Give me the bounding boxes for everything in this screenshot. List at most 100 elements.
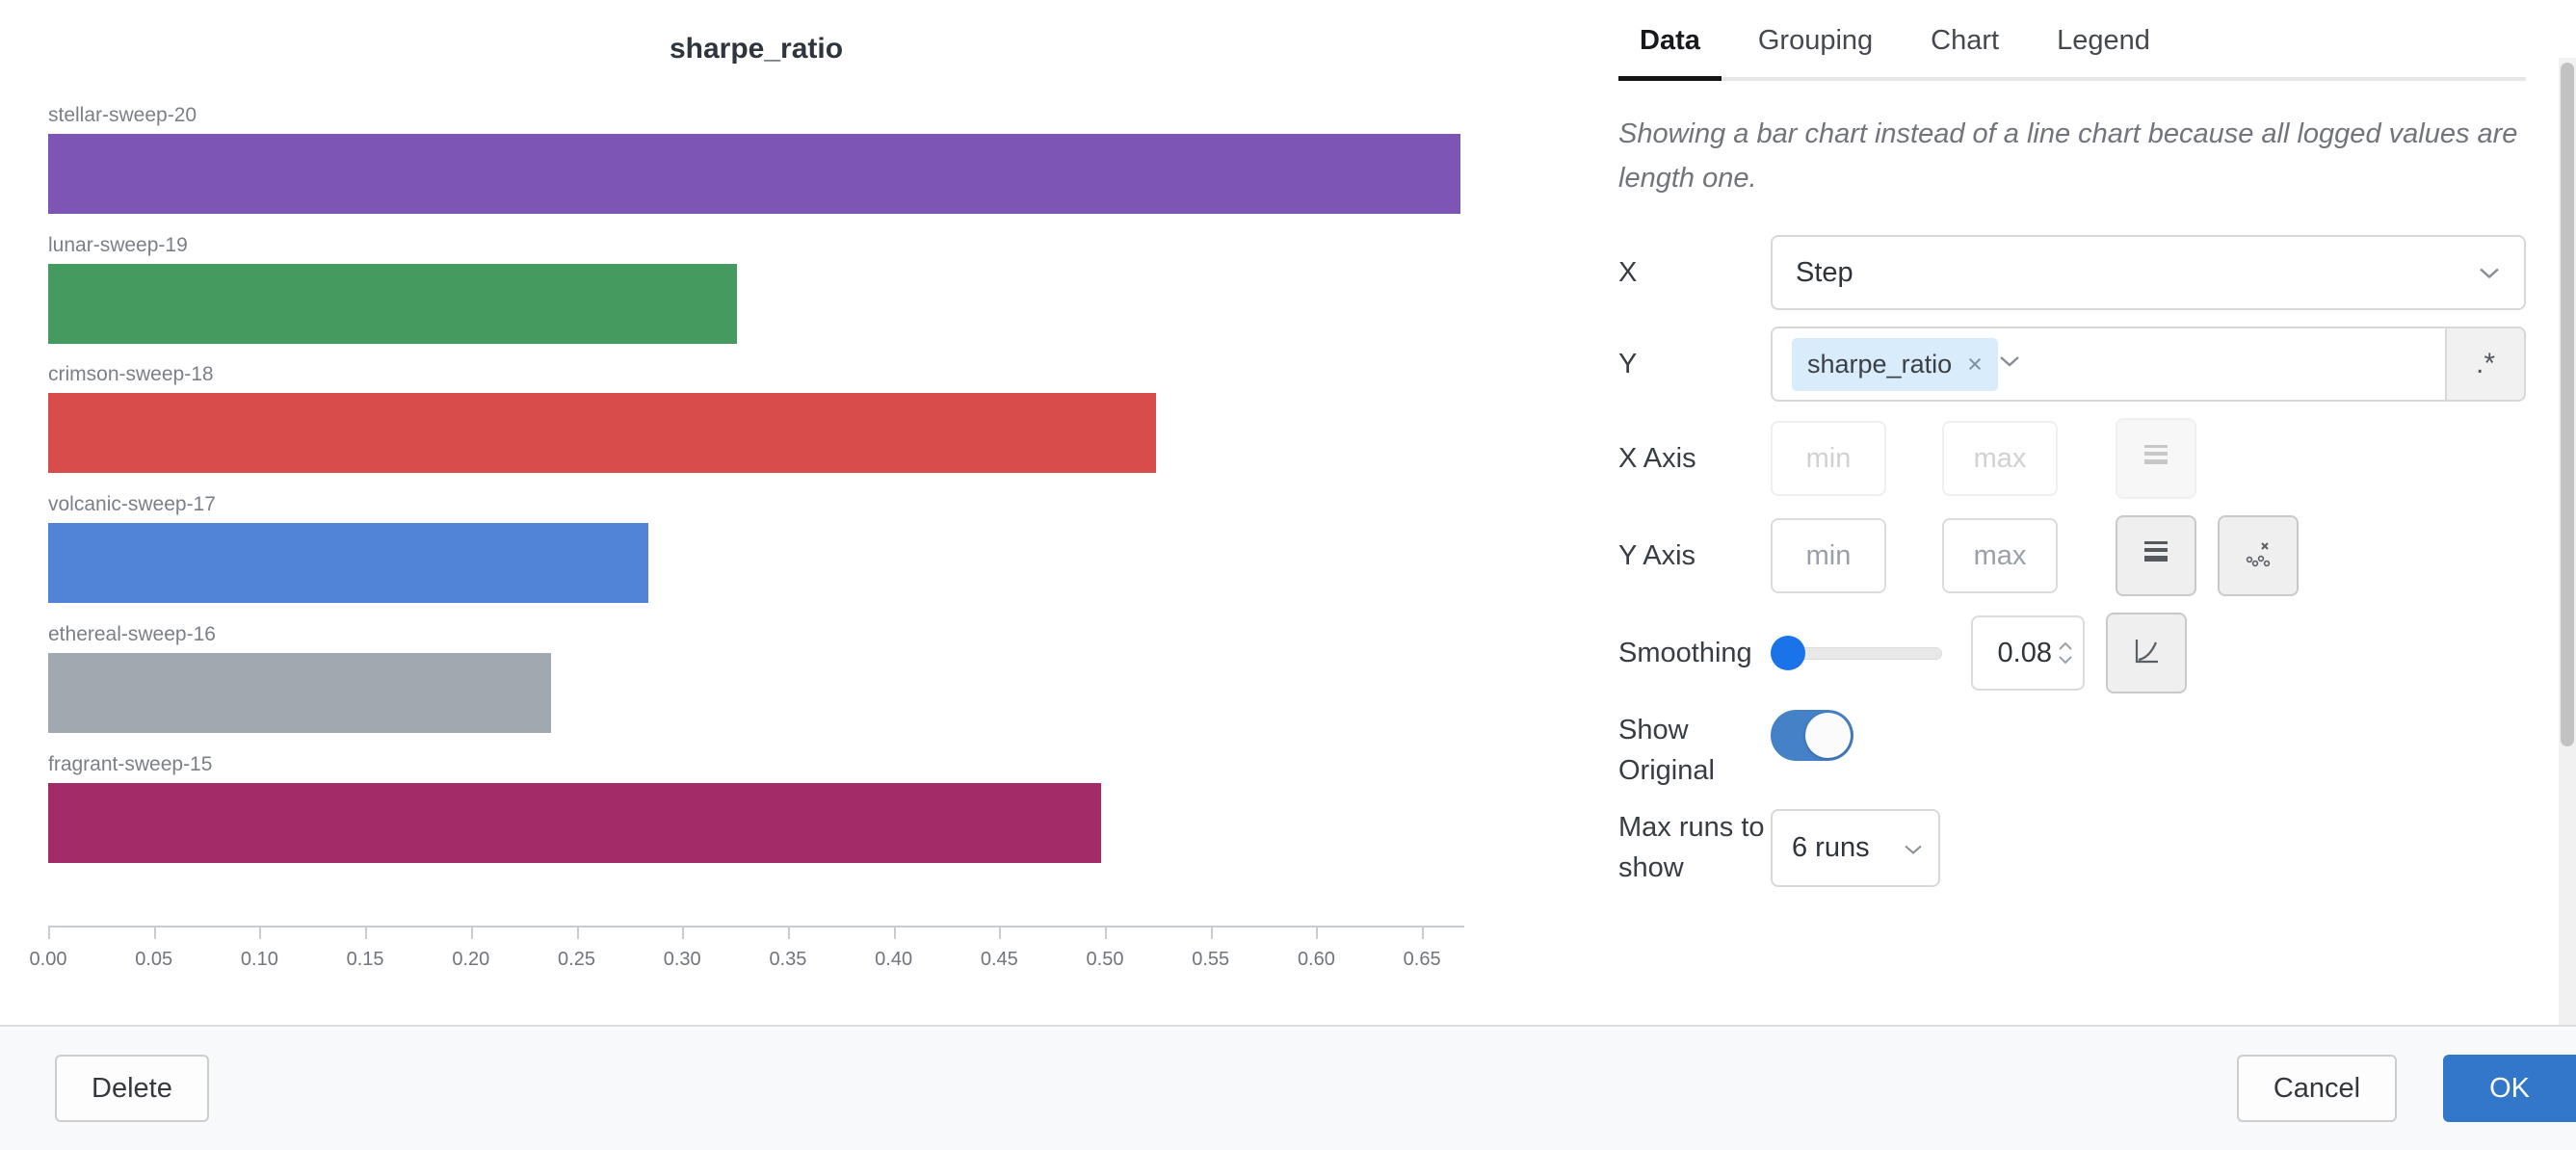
modal-footer: Delete Cancel OK — [0, 1025, 2576, 1150]
bar — [48, 393, 1156, 474]
log-scale-icon — [2142, 539, 2170, 573]
bar-group: fragrant-sweep-15 — [48, 753, 1464, 863]
chevron-down-icon — [1904, 832, 1923, 864]
x-axis-row: X Axis — [1618, 418, 2526, 499]
axis-tick-label: 0.65 — [1403, 949, 1441, 970]
y-log-scale-button[interactable] — [2116, 515, 2196, 596]
stepper-down-icon[interactable] — [2058, 655, 2073, 665]
tab-chart[interactable]: Chart — [1931, 25, 2000, 56]
x-field-label: X — [1618, 257, 1638, 288]
bar-group: volcanic-sweep-17 — [48, 493, 1464, 604]
bar — [48, 134, 1460, 214]
tab-data[interactable]: Data — [1618, 17, 1722, 81]
x-metric-select[interactable]: Step — [1771, 235, 2526, 310]
y-axis-min-input[interactable] — [1771, 518, 1886, 593]
axis-tick-label: 0.45 — [980, 949, 1018, 970]
axis-tick — [1210, 928, 1213, 939]
axis-tick-label: 0.30 — [663, 949, 701, 970]
run-name-label: fragrant-sweep-15 — [48, 752, 213, 775]
axis-tick — [1105, 928, 1107, 939]
chart-preview-pane: sharpe_ratio stellar-sweep-20 lunar-sweep… — [30, 0, 1464, 983]
smoothing-value-input[interactable] — [1973, 637, 2052, 669]
smoothing-row: Smoothing — [1618, 613, 2526, 693]
axis-tick — [893, 928, 896, 939]
axis-tick-label: 0.40 — [875, 949, 913, 970]
axis-tick — [1316, 928, 1319, 939]
axis-tick — [153, 928, 156, 939]
y-axis-max-input[interactable] — [1942, 518, 2058, 593]
axis-tick-label: 0.25 — [558, 949, 595, 970]
ignore-outliers-button[interactable] — [2218, 515, 2299, 596]
show-original-toggle[interactable] — [1771, 710, 1853, 761]
chevron-down-icon — [1998, 354, 2021, 374]
x-axis-min-input[interactable] — [1771, 421, 1886, 496]
x-axis-max-input[interactable] — [1942, 421, 2058, 496]
remove-tag-icon[interactable]: × — [1967, 349, 1983, 379]
run-name-label: lunar-sweep-19 — [48, 233, 188, 256]
run-name-label: volcanic-sweep-17 — [48, 493, 216, 516]
stepper-controls — [2058, 641, 2073, 665]
axis-tick — [787, 928, 790, 939]
bar — [48, 782, 1101, 863]
x-log-scale-button — [2116, 418, 2196, 499]
show-original-label: Show Original — [1618, 715, 1715, 786]
regex-toggle-button[interactable]: .* — [2445, 327, 2526, 402]
ignore-outliers-icon — [2243, 538, 2274, 574]
bar-chart: stellar-sweep-20 lunar-sweep-19 crimson-sw… — [48, 0, 1464, 925]
toggle-knob — [1805, 713, 1851, 758]
bar-group: stellar-sweep-20 — [48, 104, 1464, 214]
axis-tick-label: 0.60 — [1297, 949, 1335, 970]
max-runs-row: Max runs to show 6 runs — [1618, 807, 2526, 888]
ok-button[interactable]: OK — [2443, 1055, 2576, 1122]
smoothing-label: Smoothing — [1618, 638, 1752, 668]
max-runs-select[interactable]: 6 runs — [1771, 808, 1940, 887]
axis-tick — [259, 928, 262, 939]
slider-thumb[interactable] — [1771, 636, 1806, 670]
axis-tick-label: 0.35 — [769, 949, 807, 970]
tab-bar: Data Grouping Chart Legend — [1618, 17, 2526, 81]
axis-tick — [682, 928, 685, 939]
y-field-label: Y — [1618, 349, 1638, 379]
stepper-up-icon[interactable] — [2058, 641, 2073, 651]
y-metric-tag: sharpe_ratio × — [1792, 337, 1998, 391]
tab-grouping[interactable]: Grouping — [1757, 25, 1874, 56]
settings-panel: Data Grouping Chart Legend Showing a bar… — [1618, 17, 2526, 904]
max-runs-label: Max runs to show — [1618, 812, 1765, 883]
axis-tick — [1422, 928, 1425, 939]
y-axis-label: Y Axis — [1618, 540, 1696, 571]
axis-tick-label: 0.10 — [240, 949, 278, 970]
axis-tick-label: 0.15 — [346, 949, 384, 970]
run-name-label: ethereal-sweep-16 — [48, 622, 216, 645]
smoothing-slider[interactable] — [1771, 636, 1942, 670]
chevron-down-icon — [2478, 257, 2501, 289]
y-field-row: Y sharpe_ratio × .* — [1618, 327, 2526, 402]
x-field-row: X Step — [1618, 235, 2526, 310]
smoothing-value-field — [1971, 615, 2085, 691]
bar — [48, 523, 649, 604]
axis-tick — [470, 928, 473, 939]
axis-tick — [48, 928, 50, 939]
x-axis: 0.00 0.05 0.10 0.15 0.20 0.25 0.30 0.35 0.40 0.45… — [30, 926, 1464, 983]
cancel-button[interactable]: Cancel — [2236, 1055, 2398, 1122]
y-axis-row: Y Axis — [1618, 515, 2526, 596]
log-scale-icon — [2142, 442, 2170, 476]
axis-tick — [999, 928, 1002, 939]
running-average-button[interactable] — [2106, 613, 2187, 693]
axis-tick-label: 0.05 — [135, 949, 173, 970]
y-metric-select[interactable]: sharpe_ratio × — [1771, 327, 2445, 402]
run-name-label: stellar-sweep-20 — [48, 104, 197, 126]
max-runs-value: 6 runs — [1792, 831, 1870, 863]
bar-chart-note: Showing a bar chart instead of a line ch… — [1618, 118, 2518, 194]
bar-group: lunar-sweep-19 — [48, 234, 1464, 344]
y-metric-tag-label: sharpe_ratio — [1807, 349, 1953, 379]
delete-button[interactable]: Delete — [55, 1055, 209, 1122]
bar — [48, 652, 552, 733]
scrollbar-thumb[interactable] — [2561, 63, 2574, 746]
run-name-label: crimson-sweep-18 — [48, 363, 214, 386]
x-axis-label: X Axis — [1618, 443, 1696, 474]
scrollbar-track[interactable] — [2559, 58, 2576, 1025]
bar-group: ethereal-sweep-16 — [48, 623, 1464, 733]
tab-legend[interactable]: Legend — [2057, 25, 2150, 56]
running-average-icon — [2130, 635, 2163, 672]
